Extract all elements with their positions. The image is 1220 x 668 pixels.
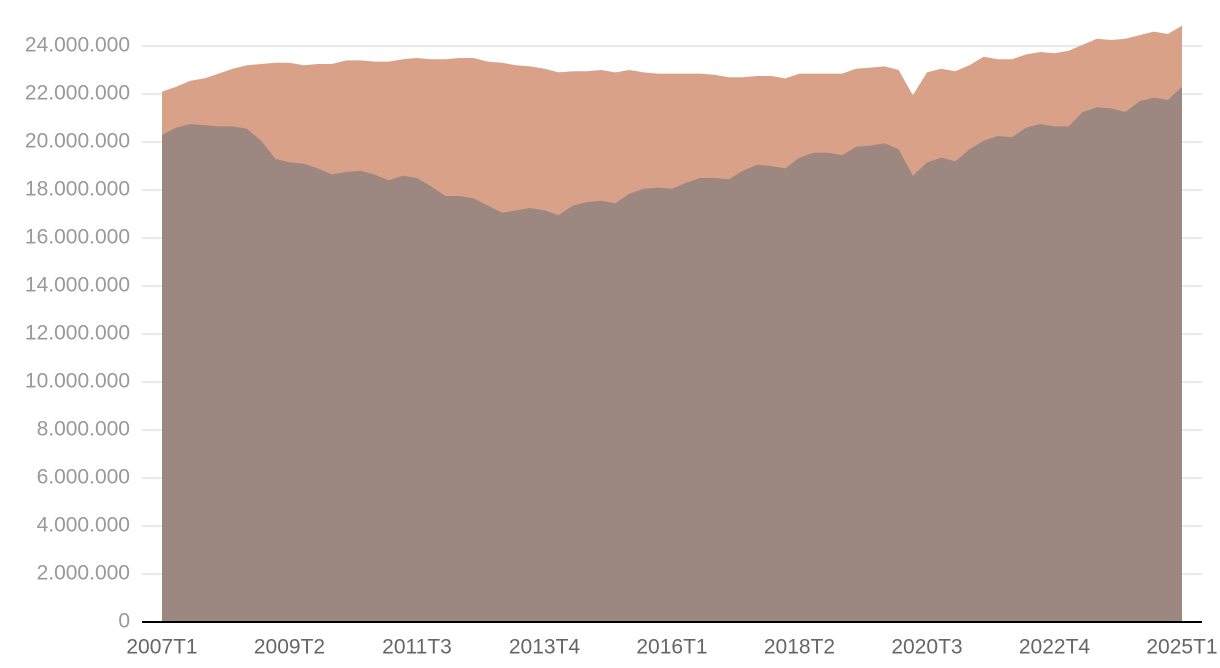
- x-tick-label: 2020T3: [891, 636, 962, 659]
- y-tick-label: 18.000.000: [25, 178, 130, 201]
- x-tick-label: 2011T3: [382, 636, 452, 659]
- x-tick-label: 2016T1: [636, 636, 707, 659]
- x-tick-label: 2009T2: [254, 636, 325, 659]
- y-tick-label: 0: [118, 610, 130, 633]
- x-tick-label: 2018T2: [764, 636, 835, 659]
- y-tick-label: 10.000.000: [25, 370, 130, 393]
- x-tick-label: 2025T1: [1146, 636, 1217, 659]
- y-tick-label: 2.000.000: [37, 562, 130, 585]
- y-tick-label: 24.000.000: [25, 34, 130, 57]
- y-tick-label: 14.000.000: [25, 274, 130, 297]
- y-tick-label: 22.000.000: [25, 82, 130, 105]
- y-tick-label: 8.000.000: [37, 418, 130, 441]
- x-tick-label: 2007T1: [126, 636, 197, 659]
- area: [162, 86, 1182, 623]
- y-tick-label: 4.000.000: [37, 514, 130, 537]
- y-tick-label: 16.000.000: [25, 226, 130, 249]
- y-tick-label: 6.000.000: [37, 466, 130, 489]
- y-tick-label: 20.000.000: [25, 130, 130, 153]
- x-tick-label: 2022T4: [1019, 636, 1091, 659]
- x-tick-label: 2013T4: [509, 636, 581, 659]
- y-tick-label: 12.000.000: [25, 322, 130, 345]
